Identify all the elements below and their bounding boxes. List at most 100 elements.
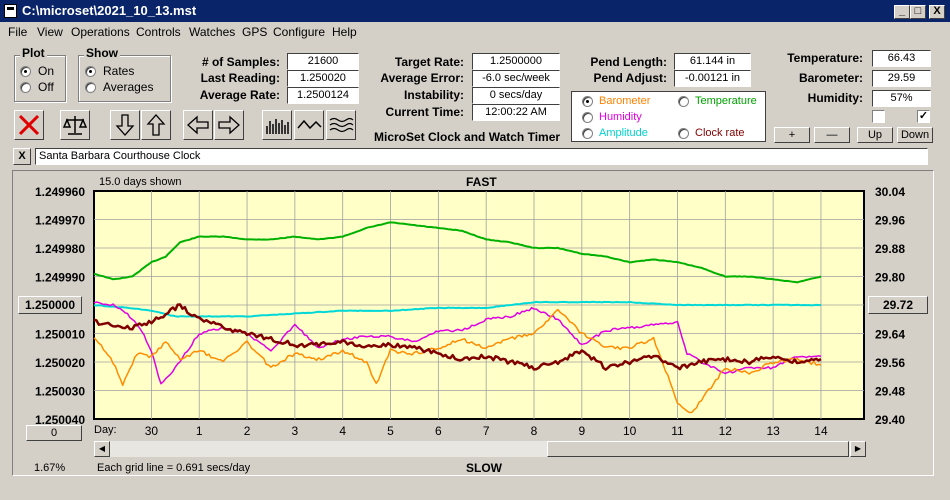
sensor-clockrate-label[interactable]: Clock rate [695,127,745,139]
menu-file[interactable]: File [8,25,28,39]
sensor-amplitude-radio[interactable] [582,128,593,139]
histogram-button[interactable] [262,110,292,140]
minimize-button[interactable]: _ [894,5,910,19]
right-axis-tick-label: 30.04 [875,185,905,199]
show-group-title: Show [84,46,120,60]
sensor-clockrate-radio[interactable] [678,128,689,139]
scroll-right-arrow[interactable]: ▶ [850,441,866,457]
plot-panel [12,170,934,476]
sensor-barometer-radio[interactable] [582,96,593,107]
left-axis-tick-label: 1.250010 [35,328,85,342]
clock-name-input[interactable]: Santa Barbara Courthouse Clock [35,148,928,165]
sensor-humidity-radio[interactable] [582,112,593,123]
plot-off-label[interactable]: Off [38,80,54,94]
arrow-left-icon [187,115,209,135]
last-reading-label: Last Reading: [200,71,280,85]
scroll-right-button[interactable] [214,110,244,140]
day-tick-label: 8 [531,424,538,438]
left-axis-tick-label: 1.249970 [35,214,85,228]
show-rates-label[interactable]: Rates [103,64,135,78]
temperature-field: 66.43 [872,50,931,67]
sensor-temperature-label[interactable]: Temperature [695,95,757,107]
instability-label: Instability: [403,88,464,102]
arrow-down-icon [115,114,135,136]
window-title-bar[interactable]: C:\microset\2021_10_13.mst [0,0,950,22]
pend-length-field[interactable]: 61.144 in [674,53,751,70]
right-axis-center-button[interactable]: 29.72 [868,296,928,314]
day-tick-label: 9 [578,424,585,438]
humidity-label: Humidity: [807,91,863,105]
pend-adjust-field: -0.00121 in [674,70,751,87]
pend-length-label: Pend Length: [590,55,667,69]
target-rate-field[interactable]: 1.2500000 [472,53,560,70]
slow-label: SLOW [466,461,502,475]
app-icon[interactable] [4,4,17,18]
day-tick-label: 11 [671,424,684,438]
right-axis-tick-label: 29.40 [875,413,905,427]
window-title: C:\microset\2021_10_13.mst [22,3,197,18]
sensor-temperature-radio[interactable] [678,96,689,107]
series-line-3 [93,308,822,414]
day-tick-label: 5 [387,424,394,438]
barometer-field: 29.59 [872,70,931,87]
sensor-amplitude-label[interactable]: Amplitude [599,127,648,139]
left-axis-tick-label: 1.250020 [35,356,85,370]
up-button[interactable]: Up [857,127,893,143]
average-error-label: Average Error: [380,71,464,85]
day-tick-label: 3 [292,424,299,438]
temperature-label: Temperature: [787,51,863,65]
plot-off-radio[interactable] [20,82,31,93]
day-tick-label: 2 [244,424,251,438]
clear-name-button[interactable]: X [13,148,31,165]
plot-on-label[interactable]: On [38,64,55,78]
sensor-barometer-label[interactable]: Barometer [599,95,651,107]
day-tick-label: 10 [623,424,637,438]
left-axis-tick-label: 1.250040 [35,413,85,427]
calibrate-button[interactable] [60,110,90,140]
minus-button[interactable]: — [814,127,850,143]
left-axis-center-button[interactable]: 1.250000 [18,296,82,314]
current-time-field: 12:00:22 AM [472,104,560,121]
close-button[interactable]: X [929,5,945,19]
maximize-button[interactable]: □ [910,5,926,19]
scroll-left-button[interactable] [183,110,213,140]
plus-button[interactable]: + [774,127,810,143]
waveform-button[interactable] [294,110,324,140]
sensor-humidity-label[interactable]: Humidity [599,111,642,123]
menu-gps[interactable]: GPS [242,25,268,39]
right-checkbox[interactable]: ✓ [917,110,930,123]
clear-button[interactable] [14,110,44,140]
samples-field: 21600 [287,53,359,70]
right-axis-tick-label: 29.56 [875,356,905,370]
show-averages-radio[interactable] [85,82,96,93]
left-checkbox[interactable] [872,110,885,123]
scroll-left-arrow[interactable]: ◀ [94,441,110,457]
zero-button[interactable]: 0 [26,425,82,441]
day-tick-label: 12 [719,424,733,438]
right-axis-tick-label: 29.88 [875,242,905,256]
series-line-4 [93,303,822,371]
menu-help[interactable]: Help [332,25,357,39]
fast-label: FAST [466,175,497,189]
plot-on-radio[interactable] [20,66,31,77]
menu-watches[interactable]: Watches [189,25,236,39]
waveform-icon [297,119,322,130]
histogram-icon [266,119,289,134]
day-tick-label: 6 [435,424,442,438]
instability-field: 0 secs/day [472,87,560,104]
wavy-lines-button[interactable] [326,110,356,140]
left-axis-tick-label: 1.249990 [35,271,85,285]
target-rate-label: Target Rate: [394,55,464,69]
menu-controls[interactable]: Controls [136,25,181,39]
show-rates-radio[interactable] [85,66,96,77]
menu-view[interactable]: View [37,25,63,39]
scrollbar-thumb[interactable] [547,441,849,457]
menu-configure[interactable]: Configure [273,25,326,39]
wavy-lines-icon [329,117,354,133]
scroll-down-button[interactable] [110,110,140,140]
scroll-up-button[interactable] [141,110,171,140]
down-button[interactable]: Down [897,127,933,143]
day-tick-label: 14 [814,424,828,438]
menu-operations[interactable]: Operations [71,25,130,39]
show-averages-label[interactable]: Averages [103,80,154,94]
